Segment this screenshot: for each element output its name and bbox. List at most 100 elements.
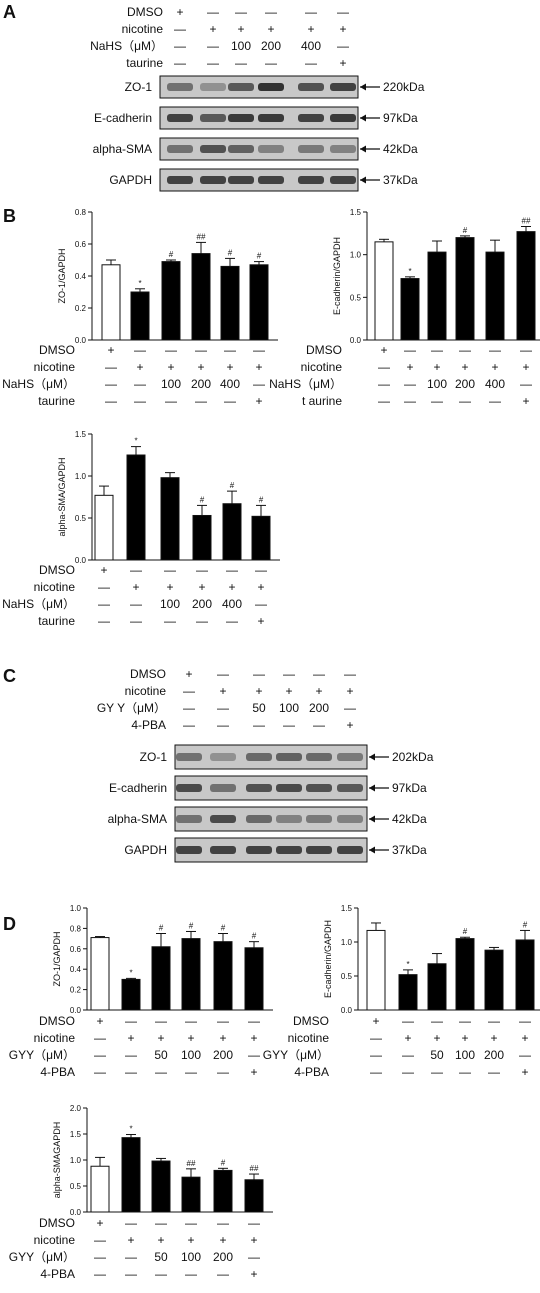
panel-B1-row-label: DMSO: [39, 343, 75, 357]
panel-B1-mark: —: [224, 343, 236, 357]
panel-D3-mark: —: [125, 1250, 137, 1264]
panel-A-mark: +: [267, 22, 274, 36]
panel-B2-mark: 100: [427, 377, 447, 391]
panel-D3-row-label: nicotine: [34, 1233, 76, 1247]
chart-B3-bar: [192, 514, 212, 561]
chart-D3-sig-label: ##: [250, 1164, 259, 1173]
panel-C-mark: —: [183, 701, 195, 715]
chart-B3-bar: [126, 454, 146, 561]
chart-D1-bar: [121, 978, 141, 1011]
panel-C-mark: —: [344, 701, 356, 715]
panel-B3-mark: —: [226, 614, 238, 628]
chart-D2-sig-label: #: [463, 927, 468, 936]
panel-D3-mark: —: [248, 1216, 260, 1230]
panel-D3-mark: +: [127, 1233, 134, 1247]
panel-D1-mark: —: [94, 1065, 106, 1079]
chart-D1-bar: [151, 946, 171, 1011]
panel-C-mark: —: [217, 701, 229, 715]
panel-B2-mark: —: [459, 394, 471, 408]
panel-D3-mark: —: [94, 1250, 106, 1264]
panel-D3-mark: +: [219, 1233, 226, 1247]
panel-B3-row-label: nicotine: [34, 580, 76, 594]
chart-B3-tick-label: 0.5: [75, 514, 87, 523]
panel-A-blot-band: [228, 83, 254, 91]
panel-D3-mark: +: [96, 1216, 103, 1230]
panel-A-mark: +: [307, 22, 314, 36]
panel-A-row-label: taurine: [126, 56, 163, 70]
panel-D2-mark: —: [370, 1065, 382, 1079]
panel-B2-mark: 200: [455, 377, 475, 391]
panel-A-blot-size-label: 37kDa: [383, 173, 418, 187]
panel-B3-mark: —: [255, 597, 267, 611]
chart-D2-bar: [515, 939, 535, 1011]
chart-B1-sig-label: #: [228, 248, 233, 257]
panel-D3-mark: —: [217, 1267, 229, 1281]
panel-D1-mark: —: [217, 1065, 229, 1079]
chart-D2-sig-label: #: [523, 920, 528, 929]
panel-D1-mark: —: [185, 1014, 197, 1028]
panel-C-mark: +: [285, 684, 292, 698]
panel-A-mark: —: [305, 5, 317, 19]
chart-D1-bar: [90, 937, 110, 1011]
panel-letter-D: D: [3, 914, 16, 934]
panel-B2-mark: +: [461, 360, 468, 374]
panel-D2-mark: +: [490, 1031, 497, 1045]
panel-D3-mark: —: [94, 1233, 106, 1247]
chart-D3-bar: [90, 1165, 110, 1213]
panel-A-blot-band: [200, 145, 226, 153]
panel-A-arrow-head: [360, 83, 366, 91]
panel-A-arrow-head: [360, 114, 366, 122]
panel-D2-row-label: nicotine: [288, 1031, 330, 1045]
panel-B3-mark: +: [132, 580, 139, 594]
panel-A-row-label: DMSO: [127, 5, 163, 19]
panel-C-blot-band: [306, 753, 332, 761]
panel-A-mark: +: [339, 56, 346, 70]
panel-C-blot-band: [246, 846, 272, 854]
panel-B1-mark: +: [136, 360, 143, 374]
panel-B2-mark: —: [404, 394, 416, 408]
panel-B3-mark: —: [196, 563, 208, 577]
panel-B1-mark: —: [134, 377, 146, 391]
panel-A-blot-band: [200, 176, 226, 184]
chart-B3-ylabel: alpha-SMA/GAPDH: [57, 457, 67, 536]
panel-A-mark: —: [207, 5, 219, 19]
panel-B1-mark: —: [165, 394, 177, 408]
panel-B1-row-label: nicotine: [34, 360, 76, 374]
panel-C-mark: —: [253, 718, 265, 732]
panel-A-blot-band: [330, 83, 356, 91]
panel-D2-mark: —: [488, 1014, 500, 1028]
panel-C-blot-protein-label: GAPDH: [124, 843, 167, 857]
panel-D3-mark: —: [125, 1216, 137, 1230]
panel-C-blot-band: [337, 784, 363, 792]
panel-A-mark: —: [265, 56, 277, 70]
panel-A-mark: 200: [261, 39, 281, 53]
panel-C-blot-size-label: 97kDa: [392, 781, 427, 795]
panel-A-blot-band: [330, 176, 356, 184]
panel-B2-mark: —: [431, 394, 443, 408]
chart-B3-tick-label: 1.0: [75, 472, 87, 481]
panel-C-blot-band: [246, 784, 272, 792]
panel-D3-row-label: 4-PBA: [40, 1267, 75, 1281]
panel-C-mark: +: [346, 684, 353, 698]
panel-A-blot-band: [298, 83, 324, 91]
panel-C-mark: +: [255, 684, 262, 698]
panel-A-blot-band: [228, 145, 254, 153]
chart-B3-sig-label: #: [200, 495, 205, 504]
panel-C-blot-protein-label: alpha-SMA: [108, 812, 167, 826]
panel-D3-mark: —: [248, 1250, 260, 1264]
panel-D2-mark: —: [402, 1048, 414, 1062]
panel-B2-mark: —: [404, 377, 416, 391]
chart-D1-bar: [181, 938, 201, 1011]
panel-C-blot-band: [337, 815, 363, 823]
panel-B3-mark: +: [166, 580, 173, 594]
panel-A-blot-band: [258, 114, 284, 122]
panel-B1-mark: +: [226, 360, 233, 374]
chart-D1-bar: [213, 941, 233, 1011]
panel-B1-mark: —: [105, 360, 117, 374]
chart-D2-tick-label: 1.0: [341, 938, 353, 947]
chart-B1-sig-label: #: [257, 252, 262, 261]
chart-B1-sig-label: ##: [197, 232, 206, 241]
chart-B3-bar: [160, 477, 180, 561]
panel-D3-mark: +: [250, 1267, 257, 1281]
panel-C-blot-size-label: 37kDa: [392, 843, 427, 857]
